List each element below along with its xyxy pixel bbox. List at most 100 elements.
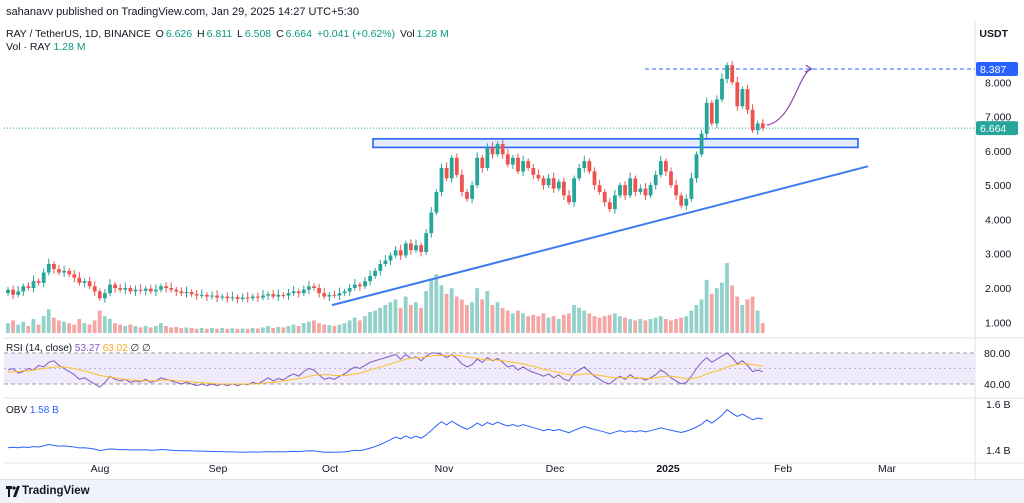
- candle-body: [245, 297, 250, 299]
- volume-bar: [204, 328, 209, 333]
- volume-bar: [281, 327, 286, 333]
- time-tick-label: Nov: [435, 463, 454, 475]
- candle-body: [210, 295, 214, 297]
- volume-bar: [623, 317, 627, 333]
- candle-body: [409, 243, 413, 251]
- volume-bar: [546, 317, 551, 333]
- rsi-label: RSI (14, close): [6, 343, 73, 354]
- candle-body: [118, 288, 123, 290]
- volume-bar: [261, 327, 265, 333]
- symbol-name: RAY / TetherUS, 1D, BINANCE: [6, 28, 151, 40]
- currency-unit[interactable]: USDT: [979, 28, 1008, 40]
- volume-bar: [138, 327, 143, 333]
- price-tick-label: 4.000: [985, 214, 1011, 226]
- price-chart[interactable]: 1.000 2.000 3.000 4.000 5.000 6.000 7.000 8.000…: [0, 0, 1024, 479]
- candle-body: [307, 286, 311, 290]
- volume-legend[interactable]: Vol · RAY 1.28 M: [6, 41, 86, 53]
- volume-bar: [266, 326, 270, 333]
- candle-body: [750, 109, 755, 131]
- volume-bar: [505, 310, 510, 333]
- volume-bar: [480, 299, 485, 333]
- candle-body: [164, 286, 168, 288]
- high-line-price-label: 8.387: [980, 64, 1006, 76]
- candle-body: [82, 281, 87, 283]
- volume-bar: [21, 321, 26, 333]
- volume-bar: [286, 326, 291, 333]
- volume-bar: [730, 285, 734, 333]
- volume-bar: [521, 313, 525, 333]
- volume-bar: [465, 305, 469, 333]
- candle-body: [546, 178, 551, 186]
- volume-bar: [352, 317, 357, 333]
- volume-bar: [174, 326, 179, 333]
- candle-body: [46, 264, 51, 273]
- current-price-label: 6.664: [980, 123, 1006, 135]
- volume-bar: [684, 316, 689, 333]
- candle-body: [587, 161, 592, 172]
- candle-body: [460, 174, 464, 192]
- candle-body: [363, 281, 367, 287]
- candle-body: [648, 185, 653, 196]
- candle-body: [653, 174, 658, 186]
- obv-legend[interactable]: OBV 1.58 B: [6, 405, 59, 416]
- candle-body: [541, 178, 546, 186]
- rsi-tick-label: 80.00: [984, 348, 1010, 360]
- low-label: L: [237, 28, 243, 40]
- volume-bar: [210, 327, 214, 333]
- volume-bar: [306, 321, 311, 333]
- price-tick-label: 7.000: [985, 112, 1011, 124]
- candle-body: [6, 289, 10, 294]
- volume-bar: [322, 324, 326, 333]
- rsi-extra: ∅ ∅: [130, 343, 151, 354]
- candle-body: [159, 286, 163, 290]
- obv-line: [7, 408, 763, 453]
- projection-arrow: [766, 68, 812, 126]
- volume-bar: [102, 316, 107, 333]
- candle-body: [439, 168, 444, 192]
- volume-bar: [357, 320, 362, 333]
- candle-body: [567, 195, 571, 203]
- volume-bar: [572, 305, 576, 333]
- candle-body: [643, 188, 648, 196]
- candle-body: [740, 89, 745, 107]
- volume-bar: [475, 288, 479, 333]
- candle-body: [36, 281, 41, 283]
- volume-bar: [31, 319, 36, 333]
- volume-bar: [516, 310, 520, 333]
- candle-body: [551, 178, 556, 189]
- volume-bar: [669, 320, 673, 333]
- rsi-legend[interactable]: RSI (14, close) 53.27 63.02 ∅ ∅: [6, 343, 151, 354]
- volume-bar: [735, 296, 740, 333]
- volume-bar: [153, 326, 158, 333]
- candle-body: [138, 289, 143, 291]
- volume-bar: [577, 307, 581, 333]
- candle-body: [332, 294, 337, 296]
- candle-body: [281, 294, 286, 296]
- candle-body: [403, 243, 408, 256]
- candle-body: [312, 286, 316, 288]
- high-line-price-label-bg: [976, 62, 1018, 77]
- time-tick-label: 2025: [656, 463, 680, 475]
- candle-body: [194, 294, 199, 296]
- open-value: 6.626: [165, 28, 193, 40]
- candle-body: [72, 274, 77, 278]
- candle-body: [205, 294, 209, 297]
- candle-body: [296, 291, 301, 294]
- volume-bar: [388, 302, 393, 333]
- candle-body: [424, 233, 429, 252]
- symbol-legend[interactable]: RAY / TetherUS, 1D, BINANCE O 6.626 H 6.81…: [6, 28, 451, 40]
- candle-body: [148, 288, 153, 292]
- volume-bar: [108, 319, 112, 333]
- candle-body: [250, 296, 255, 299]
- candle-body: [689, 178, 694, 199]
- candle-body: [613, 195, 617, 210]
- volume-bar: [342, 323, 347, 333]
- candle-body: [715, 99, 719, 124]
- volume-bar: [536, 316, 541, 333]
- candle-body: [638, 188, 643, 192]
- volume-bar: [92, 320, 97, 333]
- candle-body: [536, 174, 541, 179]
- candle-body: [658, 161, 663, 175]
- volume-bar: [128, 324, 133, 333]
- volume-bar: [434, 274, 439, 333]
